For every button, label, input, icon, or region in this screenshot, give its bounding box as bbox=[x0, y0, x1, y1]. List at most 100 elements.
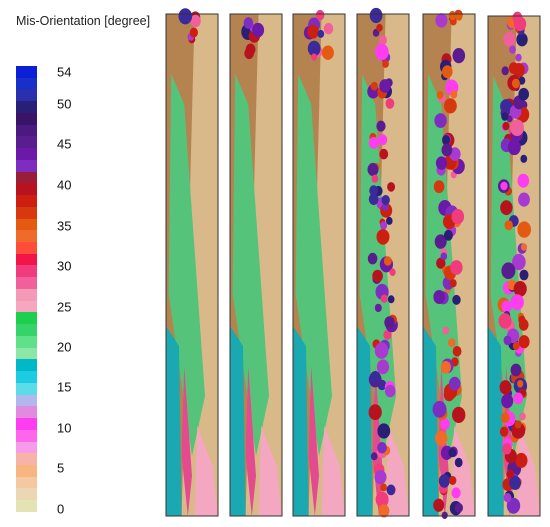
columnar-grain bbox=[230, 326, 246, 516]
equiaxed-grain bbox=[434, 113, 447, 128]
colorbar-swatch bbox=[16, 206, 37, 219]
equiaxed-grain bbox=[321, 45, 334, 60]
colorbar-swatch bbox=[16, 171, 37, 184]
equiaxed-grain bbox=[512, 253, 526, 271]
equiaxed-grain bbox=[371, 174, 379, 183]
columnar-grain bbox=[488, 326, 504, 516]
equiaxed-grain bbox=[518, 76, 526, 85]
equiaxed-grain bbox=[518, 335, 530, 349]
equiaxed-grain bbox=[454, 457, 463, 468]
columnar-grain bbox=[181, 366, 192, 516]
equiaxed-grain bbox=[190, 14, 201, 28]
equiaxed-grain bbox=[435, 156, 448, 170]
colorbar-swatch bbox=[16, 406, 37, 419]
equiaxed-grain bbox=[503, 493, 512, 503]
tick-label: 5 bbox=[57, 460, 65, 476]
colorbar-swatch bbox=[16, 183, 37, 196]
equiaxed-grain bbox=[518, 318, 529, 331]
columnar-grain bbox=[166, 326, 182, 516]
equiaxed-grain bbox=[509, 45, 516, 54]
equiaxed-grain bbox=[387, 182, 396, 192]
equiaxed-grain bbox=[379, 79, 391, 93]
equiaxed-grain bbox=[380, 483, 387, 492]
equiaxed-grain bbox=[450, 90, 458, 99]
equiaxed-grain bbox=[369, 7, 383, 24]
equiaxed-grain bbox=[444, 98, 457, 114]
equiaxed-grain bbox=[245, 43, 256, 56]
equiaxed-grain bbox=[503, 32, 516, 47]
equiaxed-grain bbox=[386, 484, 396, 496]
equiaxed-grain bbox=[499, 426, 509, 437]
columnar-grain bbox=[357, 326, 373, 516]
tick-label: 10 bbox=[57, 420, 72, 436]
columnar-grain bbox=[232, 74, 269, 456]
colorbar-swatch bbox=[16, 159, 37, 172]
equiaxed-grain bbox=[498, 313, 512, 329]
equiaxed-grain bbox=[178, 8, 193, 25]
colorbar-swatch bbox=[16, 371, 37, 383]
equiaxed-grain bbox=[448, 448, 457, 458]
colorbar-swatch bbox=[16, 464, 37, 477]
equiaxed-grain bbox=[443, 229, 453, 241]
equiaxed-grain bbox=[451, 357, 459, 366]
colorbar-swatch bbox=[16, 66, 37, 78]
equiaxed-grain bbox=[378, 504, 390, 518]
equiaxed-grain bbox=[441, 511, 448, 519]
tick-label: 30 bbox=[57, 258, 72, 274]
colorbar-swatch bbox=[16, 418, 37, 430]
equiaxed-grain bbox=[307, 40, 321, 57]
equiaxed-grain bbox=[367, 162, 379, 177]
equiaxed-grain bbox=[501, 393, 514, 409]
equiaxed-grain bbox=[448, 376, 461, 391]
equiaxed-grain bbox=[376, 359, 390, 375]
equiaxed-grain bbox=[511, 422, 526, 439]
equiaxed-grain bbox=[367, 252, 378, 265]
colorbar-swatch bbox=[16, 488, 37, 501]
legend-title: Mis-Orientation [degree] bbox=[16, 14, 151, 28]
equiaxed-grain bbox=[448, 10, 457, 21]
equiaxed-grain bbox=[510, 294, 524, 311]
equiaxed-grain bbox=[307, 24, 319, 39]
equiaxed-grain bbox=[436, 91, 444, 100]
colorbar-swatch bbox=[16, 112, 37, 125]
columnar-grain bbox=[293, 326, 309, 516]
equiaxed-grain bbox=[374, 43, 389, 61]
colorbar-swatch bbox=[16, 277, 37, 289]
equiaxed-grain bbox=[385, 98, 395, 109]
equiaxed-grain bbox=[520, 154, 528, 163]
columnar-grain bbox=[168, 74, 205, 456]
tick-label: 35 bbox=[57, 218, 72, 234]
equiaxed-grain bbox=[434, 234, 447, 249]
colorbar-swatch bbox=[16, 195, 37, 207]
equiaxed-grain bbox=[376, 120, 386, 132]
equiaxed-grain bbox=[440, 361, 451, 374]
colorbar-swatch bbox=[16, 136, 37, 149]
equiaxed-grain bbox=[315, 9, 325, 21]
equiaxed-grain bbox=[374, 342, 389, 359]
colorbar-swatch bbox=[16, 300, 37, 313]
equiaxed-grain bbox=[378, 35, 387, 45]
equiaxed-grain bbox=[452, 406, 466, 423]
equiaxed-grain bbox=[370, 81, 378, 91]
equiaxed-grain bbox=[433, 180, 445, 194]
equiaxed-grain bbox=[506, 497, 521, 514]
equiaxed-grain bbox=[516, 32, 528, 47]
equiaxed-grain bbox=[517, 380, 524, 388]
equiaxed-grain bbox=[370, 371, 381, 384]
equiaxed-grain bbox=[510, 119, 524, 136]
equiaxed-grain bbox=[379, 148, 389, 160]
columnar-grain bbox=[516, 426, 540, 516]
columnar-grain bbox=[321, 426, 345, 516]
equiaxed-grain bbox=[452, 346, 462, 357]
equiaxed-grain bbox=[440, 418, 450, 430]
equiaxed-grain bbox=[383, 330, 392, 340]
panel-frame bbox=[229, 13, 283, 517]
equiaxed-grain bbox=[512, 342, 520, 351]
equiaxed-grain bbox=[502, 121, 510, 131]
equiaxed-grain bbox=[507, 139, 521, 156]
equiaxed-grain bbox=[383, 256, 392, 266]
equiaxed-grain bbox=[243, 17, 254, 29]
equiaxed-grain bbox=[323, 22, 334, 35]
panel-frame bbox=[165, 13, 219, 517]
